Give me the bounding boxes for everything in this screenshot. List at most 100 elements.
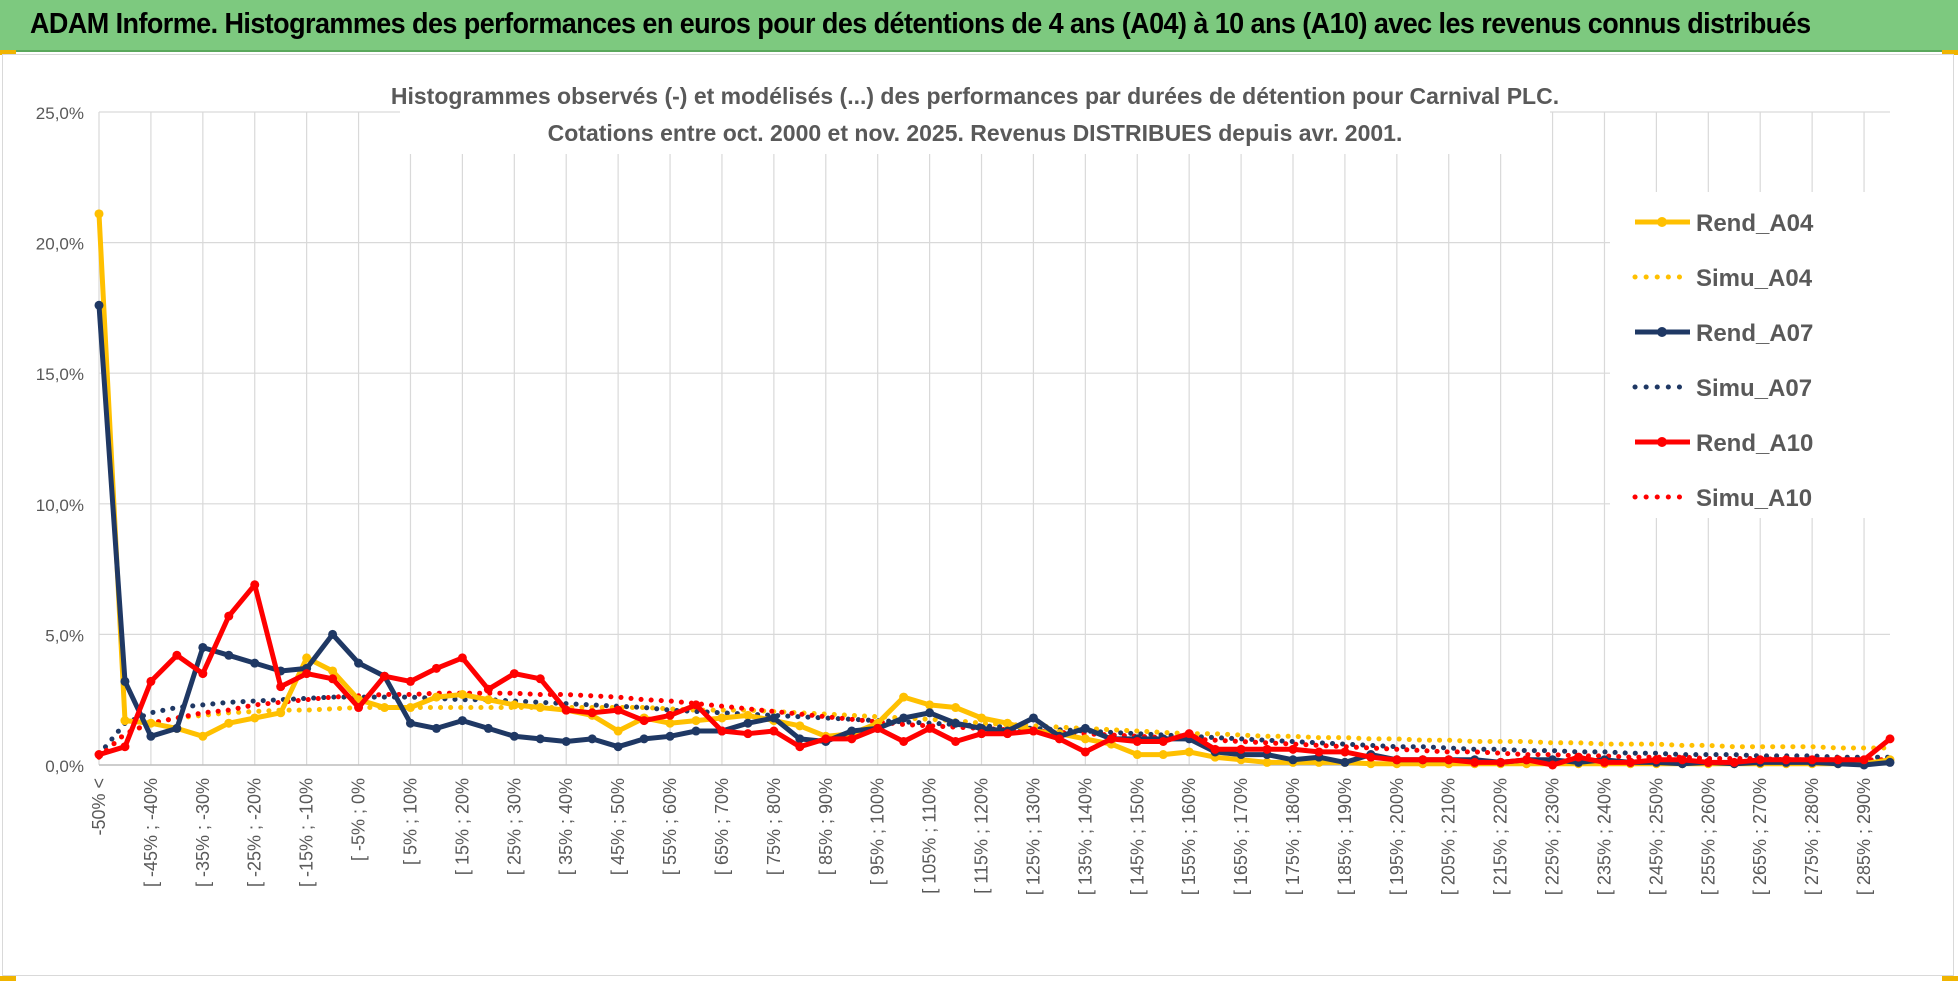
data-point-Rend_A10 <box>94 750 104 760</box>
data-point-Rend_A04 <box>665 718 675 728</box>
x-tick-label: [ 175% ; 180% <box>1283 778 1303 895</box>
data-point-Rend_A10 <box>1262 744 1272 754</box>
x-tick-label: [ 85% ; 90% <box>816 778 836 875</box>
y-tick-label: 10,0% <box>36 496 84 515</box>
data-point-Rend_A07 <box>250 658 260 668</box>
data-point-Rend_A10 <box>457 653 467 663</box>
data-point-Rend_A04 <box>224 718 234 728</box>
x-tick-label: [ 55% ; 60% <box>660 778 680 875</box>
data-point-Rend_A10 <box>1496 757 1506 767</box>
data-point-Rend_A10 <box>1859 755 1869 765</box>
x-tick-label: [ 205% ; 210% <box>1439 778 1459 895</box>
data-point-Rend_A04 <box>431 692 441 702</box>
data-point-Rend_A10 <box>795 742 805 752</box>
data-point-Rend_A07 <box>847 726 857 736</box>
data-point-Rend_A10 <box>925 723 935 733</box>
data-point-Rend_A10 <box>1392 755 1402 765</box>
page-title: ADAM Informe. Histogrammes des performan… <box>30 8 1811 40</box>
chart-title-layer: Histogrammes observés (-) et modélisés (… <box>391 74 1559 154</box>
data-point-Rend_A07 <box>899 713 909 723</box>
x-tick-label: [ 265% ; 270% <box>1750 778 1770 895</box>
legend-label-Simu_A07: Simu_A07 <box>1696 375 1812 402</box>
legend-label-Simu_A10: Simu_A10 <box>1696 485 1812 512</box>
data-point-Rend_A10 <box>1184 729 1194 739</box>
data-point-Rend_A07 <box>509 731 519 741</box>
data-point-Rend_A07 <box>665 731 675 741</box>
data-point-Rend_A07 <box>1885 757 1895 767</box>
legend-marker-Rend_A07 <box>1657 327 1667 337</box>
x-tick-label: [ 225% ; 230% <box>1543 778 1563 895</box>
x-tick-label: [ 45% ; 50% <box>608 778 628 875</box>
data-point-Rend_A10 <box>1418 755 1428 765</box>
data-point-Rend_A10 <box>1625 757 1635 767</box>
data-point-Rend_A10 <box>1236 744 1246 754</box>
data-point-Rend_A07 <box>224 650 234 660</box>
series-layer <box>94 209 1895 770</box>
data-point-Rend_A10 <box>665 710 675 720</box>
data-point-Rend_A10 <box>1158 736 1168 746</box>
data-point-Rend_A10 <box>821 734 831 744</box>
data-point-Rend_A10 <box>431 663 441 673</box>
data-point-Rend_A10 <box>146 676 156 686</box>
x-tick-label: [ -15% ; -10% <box>297 778 317 887</box>
data-point-Rend_A04 <box>276 708 286 718</box>
x-tick-label: [ 35% ; 40% <box>556 778 576 875</box>
legend: Rend_A04 Simu_A04 Rend_A07 Simu_A07 Rend_A10… <box>1610 192 1890 518</box>
data-point-Rend_A07 <box>146 731 156 741</box>
data-point-Rend_A04 <box>977 713 987 723</box>
x-tick-label: [ 75% ; 80% <box>764 778 784 875</box>
data-point-Rend_A10 <box>613 705 623 715</box>
data-point-Rend_A10 <box>302 669 312 679</box>
data-point-Rend_A10 <box>1106 734 1116 744</box>
chart-title: Histogrammes observés (-) et modélisés (… <box>391 83 1559 109</box>
x-tick-label: [ 275% ; 280% <box>1802 778 1822 895</box>
x-tick-label: [ 115% ; 120% <box>972 778 992 894</box>
data-point-Rend_A07 <box>405 718 415 728</box>
data-point-Rend_A07 <box>795 734 805 744</box>
x-tick-label: [ 235% ; 240% <box>1594 778 1614 895</box>
x-tick-label: [ 285% ; 290% <box>1854 778 1874 895</box>
data-point-Rend_A10 <box>769 726 779 736</box>
data-point-Rend_A10 <box>1210 744 1220 754</box>
corner-mark <box>0 976 16 981</box>
chart-subtitle: Cotations entre oct. 2000 et nov. 2025. … <box>548 120 1403 146</box>
data-point-Rend_A10 <box>198 669 208 679</box>
data-point-Rend_A07 <box>951 718 961 728</box>
data-point-Rend_A07 <box>328 629 338 639</box>
data-point-Rend_A07 <box>769 713 779 723</box>
data-point-Rend_A07 <box>1288 755 1298 765</box>
data-point-Rend_A10 <box>561 705 571 715</box>
data-point-Rend_A10 <box>120 742 130 752</box>
data-point-Rend_A10 <box>1651 755 1661 765</box>
x-tick-label: [ 25% ; 30% <box>504 778 524 875</box>
legend-label-Simu_A04: Simu_A04 <box>1696 265 1813 292</box>
data-point-Rend_A10 <box>328 674 338 684</box>
data-point-Rend_A07 <box>198 642 208 652</box>
x-tick-label: [ 185% ; 190% <box>1335 778 1355 895</box>
data-point-Rend_A04 <box>1262 757 1272 767</box>
data-point-Rend_A10 <box>873 723 883 733</box>
data-point-Rend_A10 <box>1755 755 1765 765</box>
data-point-Rend_A04 <box>535 703 545 713</box>
data-point-Rend_A10 <box>847 734 857 744</box>
data-point-Rend_A10 <box>587 708 597 718</box>
x-tick-label: [ 5% ; 10% <box>400 778 420 865</box>
data-point-Rend_A04 <box>613 726 623 736</box>
data-point-Rend_A04 <box>1184 747 1194 757</box>
data-point-Rend_A04 <box>94 209 104 219</box>
data-point-Rend_A10 <box>1807 755 1817 765</box>
data-point-Rend_A07 <box>691 726 701 736</box>
series-line-Simu_A04 <box>96 705 1893 760</box>
legend-background <box>1610 192 1890 518</box>
data-point-Rend_A04 <box>899 692 909 702</box>
x-tick-label: [ 215% ; 220% <box>1491 778 1511 895</box>
data-point-Rend_A04 <box>1158 750 1168 760</box>
data-point-Rend_A10 <box>354 703 364 713</box>
data-point-Rend_A10 <box>1470 757 1480 767</box>
legend-marker-Rend_A04 <box>1657 217 1667 227</box>
x-tick-label: [ 165% ; 170% <box>1231 778 1251 895</box>
series-line-Rend_A04 <box>96 213 1891 767</box>
data-point-Rend_A04 <box>483 695 493 705</box>
x-tick-label: [ -25% ; -20% <box>245 778 265 887</box>
data-point-Rend_A07 <box>587 734 597 744</box>
